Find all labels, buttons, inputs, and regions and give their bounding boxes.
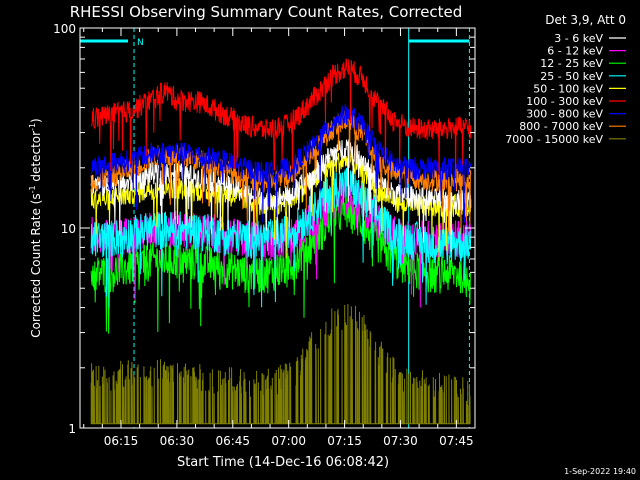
y-axis-label-main: Corrected Count Rate (s	[29, 193, 43, 337]
footer-timestamp: 1-Sep-2022 19:40	[564, 467, 636, 476]
x-tick-label-3: 07:00	[271, 434, 306, 448]
series-line-3	[90, 167, 472, 309]
series-line-0	[90, 138, 472, 252]
x-tick-label-5: 07:30	[383, 434, 418, 448]
chart-title: RHESSI Observing Summary Count Rates, Co…	[70, 3, 463, 21]
x-tick-label-2: 06:45	[215, 434, 250, 448]
axes: 1 10 100 06:15 06:30 06:45 07:00 07:15 07:30 07:4…	[53, 22, 476, 448]
x-tick-label-1: 06:30	[160, 434, 195, 448]
y-axis-label: Corrected Count Rate (s-1 detector-1)	[28, 118, 43, 337]
series-line-8	[90, 303, 471, 425]
y-axis-label-mid: detector	[29, 131, 43, 186]
legend-entry-label-3: 25 - 50 keV	[540, 70, 603, 83]
legend-header: Det 3,9, Att 0	[545, 13, 626, 27]
y-tick-label-1: 10	[61, 222, 76, 236]
series-line-6	[90, 103, 472, 223]
y-axis-label-sup2: -1	[28, 123, 37, 131]
legend-entry-label-7: 800 - 7000 keV	[519, 120, 603, 133]
interval-label-night: N	[137, 38, 144, 48]
plot-area: N	[80, 28, 472, 428]
legend-entry-label-0: 3 - 6 keV	[554, 32, 603, 45]
legend-entry-label-2: 12 - 25 keV	[540, 57, 603, 70]
x-axis-label: Start Time (14-Dec-16 06:08:42)	[177, 455, 389, 470]
legend-entry-label-4: 50 - 100 keV	[533, 82, 603, 95]
x-tick-label-4: 07:15	[327, 434, 362, 448]
y-tick-label-0: 1	[68, 422, 76, 436]
legend-entry-label-6: 300 - 800 keV	[526, 108, 603, 121]
series-line-7	[90, 110, 472, 235]
legend-entry-label-8: 7000 - 15000 keV	[505, 133, 603, 146]
x-tick-label-6: 07:45	[439, 434, 474, 448]
series-line-5	[90, 58, 472, 180]
svg-text:Corrected Count Rate (s-1 dete: Corrected Count Rate (s-1 detector-1)	[28, 118, 43, 337]
legend-entry-label-5: 100 - 300 keV	[526, 95, 603, 108]
y-axis-label-sup1: -1	[28, 185, 37, 193]
x-tick-label-0: 06:15	[104, 434, 139, 448]
y-axis-label-end: )	[29, 118, 43, 123]
y-tick-label-2: 100	[53, 22, 76, 36]
legend-entry-label-1: 6 - 12 keV	[547, 45, 603, 58]
